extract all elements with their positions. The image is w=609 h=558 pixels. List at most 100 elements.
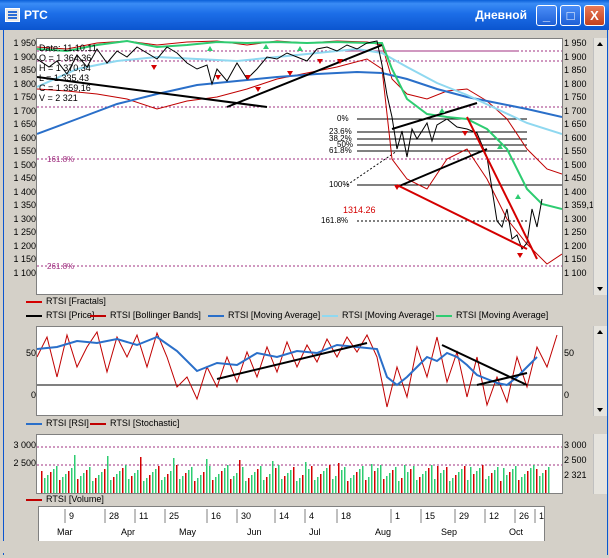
volume-bar <box>323 471 325 493</box>
axis-tick-label: 3 000 <box>564 440 587 450</box>
legend-ma-mid: RTSI [Moving Average] <box>322 310 434 320</box>
volume-bar <box>146 478 148 493</box>
volume-bar <box>185 473 187 493</box>
volume-bar <box>467 480 469 493</box>
downtrend-line <box>466 116 538 260</box>
period-label[interactable]: Дневной <box>475 8 527 22</box>
rsi-scrollbar[interactable] <box>593 326 607 416</box>
date-month-label: Jul <box>309 527 321 537</box>
volume-bar <box>506 475 508 493</box>
price-chart-panel[interactable]: Date: 11.10.11 O = 1 364,36 H = 1 370,34… <box>36 38 563 295</box>
volume-bar <box>104 469 106 493</box>
axis-tick-label: 1 150 <box>13 254 36 265</box>
volume-bar <box>491 473 493 493</box>
legend-label: RTSI [Bollinger Bands] <box>110 310 201 320</box>
volume-bar <box>233 476 235 493</box>
volume-bar <box>272 461 274 493</box>
volume-bar <box>80 476 82 493</box>
volume-chart-panel[interactable] <box>36 434 563 494</box>
price-scrollbar[interactable] <box>593 38 607 295</box>
axis-tick-label: 0 <box>564 390 570 400</box>
volume-bar <box>380 465 382 493</box>
volume-bar <box>119 471 121 493</box>
rsi-chart-panel[interactable] <box>36 326 563 416</box>
date-month-label: Apr <box>121 527 135 537</box>
axis-tick-label: 50 <box>564 348 575 358</box>
axis-tick-label: 1 100 <box>13 268 36 278</box>
volume-bar <box>374 471 376 493</box>
date-month-label: May <box>179 527 197 537</box>
volume-bar <box>461 469 463 493</box>
volume-bar <box>98 475 100 493</box>
title-bar[interactable]: РТС Дневной _ □ X <box>0 0 609 30</box>
legend-label: RTSI [Price] <box>46 310 95 320</box>
volume-bar <box>140 457 142 493</box>
volume-bar <box>176 465 178 493</box>
axis-tick-label: 1 950 <box>564 38 587 48</box>
volume-bar <box>527 471 529 493</box>
axis-tick-label: 0 <box>30 390 36 400</box>
volume-bar <box>284 476 286 493</box>
legend-fractals: RTSI [Fractals] <box>26 296 106 306</box>
volume-bar <box>275 468 277 493</box>
legend-ma-fast: RTSI [Moving Average] <box>436 310 548 320</box>
legend-label: RTSI [Fractals] <box>46 296 106 306</box>
axis-tick-label: 1 900 <box>13 51 36 62</box>
maximize-button[interactable]: □ <box>560 5 581 26</box>
volume-bar <box>224 468 226 493</box>
volume-bar <box>332 479 334 493</box>
fib-label-23: 23.6% <box>329 127 352 136</box>
volume-scrollbar[interactable] <box>593 434 607 494</box>
volume-bar <box>326 468 328 493</box>
axis-tick-label: 1 250 <box>13 227 36 238</box>
fractal-down-markers <box>151 59 523 258</box>
volume-bar <box>359 469 361 493</box>
window-title: РТС <box>24 8 48 22</box>
legend-swatch <box>90 422 106 425</box>
legend-swatch <box>26 300 42 303</box>
scroll-down-icon[interactable] <box>597 287 603 291</box>
axis-tick-label: 2 321 <box>564 470 587 480</box>
volume-bar <box>209 466 211 493</box>
volume-bar <box>395 467 397 493</box>
volume-bar <box>437 466 439 493</box>
volume-bar <box>404 465 406 493</box>
date-day-label: 1 <box>395 511 400 521</box>
volume-bar <box>464 466 466 493</box>
chart-frame: Date: 11.10.11 O = 1 364,36 H = 1 370,34… <box>3 30 608 555</box>
info-close: C = 1 359,16 <box>39 83 91 93</box>
volume-bar <box>449 481 451 493</box>
rsi-trend-line-3 <box>476 372 528 386</box>
date-day-label: 10 <box>539 511 544 521</box>
date-day-label: 14 <box>279 511 289 521</box>
volume-bar <box>197 478 199 493</box>
scroll-up-icon[interactable] <box>597 42 603 46</box>
bollinger-lower <box>36 58 563 265</box>
axis-tick-label: 3 000 <box>13 440 36 450</box>
volume-bar <box>338 463 340 493</box>
volume-bar <box>41 471 43 493</box>
volume-bar <box>311 466 313 493</box>
volume-bar <box>503 468 505 493</box>
volume-bar <box>407 472 409 493</box>
volume-bar <box>134 473 136 493</box>
info-open: O = 1 364,36 <box>39 53 91 63</box>
fib-label-61: 61.8% <box>329 146 352 155</box>
volume-bar <box>53 469 55 493</box>
volume-bar <box>443 470 445 493</box>
volume-bar <box>287 473 289 493</box>
scroll-down-icon[interactable] <box>597 408 603 412</box>
volume-bar <box>125 465 127 493</box>
date-month-label: Sep <box>441 527 457 537</box>
volume-bar <box>242 467 244 493</box>
volume-bar <box>515 466 517 493</box>
axis-tick-label: 1 550 <box>564 146 587 157</box>
volume-bar <box>389 473 391 493</box>
close-button[interactable]: X <box>584 5 605 26</box>
date-axis[interactable]: 9 28 11 25 16 30 14 4 18 1 15 29 12 26 10 Mar Apr May Jun J… <box>38 506 549 542</box>
volume-bar <box>65 474 67 493</box>
volume-bar <box>530 468 532 493</box>
minimize-button[interactable]: _ <box>536 5 557 26</box>
scroll-up-icon[interactable] <box>597 330 603 334</box>
volume-bar <box>92 481 94 493</box>
